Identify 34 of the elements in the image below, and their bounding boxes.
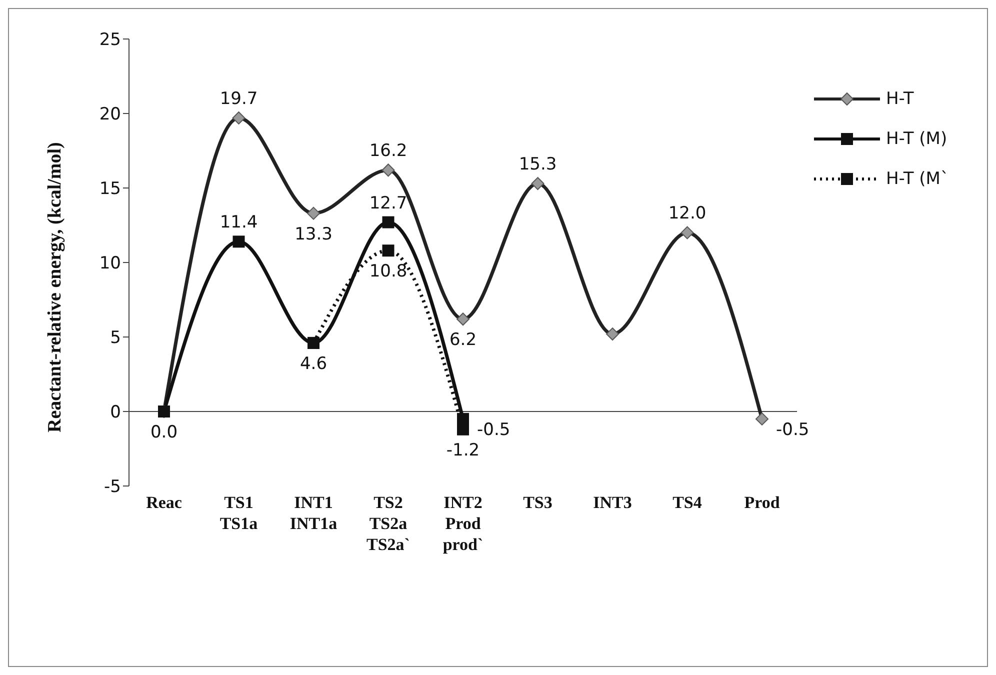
data-label: 10.8 (369, 262, 408, 282)
y-tick-label: 5 (110, 328, 121, 348)
y-tick-label: 25 (99, 30, 121, 50)
data-label: 16.2 (369, 141, 408, 162)
x-tick-label: INT3 (593, 493, 632, 512)
data-label: 15.3 (518, 154, 557, 175)
y-tick-label: 15 (99, 179, 121, 200)
y-axis-title: Reactant-relative energy, (kcal/mol) (44, 142, 66, 432)
data-label: 12.0 (668, 204, 706, 224)
y-tick-label: 10 (99, 254, 121, 274)
x-tick-label: Prod (744, 493, 780, 512)
data-label: 6.2 (449, 330, 477, 350)
data-label: 11.4 (220, 212, 258, 233)
data-label: -1.2 (446, 440, 480, 460)
data-label: 13.3 (294, 224, 332, 244)
data-label: 12.7 (369, 193, 408, 214)
x-tick-label: TS2 TS2a TS2a` (366, 493, 410, 554)
data-label: 19.7 (220, 88, 258, 109)
data-label: -0.5 (776, 420, 810, 440)
y-tick-label: 0 (110, 402, 121, 423)
legend-label: H-T (M` (886, 169, 949, 189)
legend-label: H-T (886, 89, 914, 109)
x-tick-label: TS3 (523, 493, 552, 512)
x-tick-label: TS1 TS1a (220, 493, 258, 533)
x-tick-label: Reac (146, 493, 182, 512)
data-label: 4.6 (300, 354, 328, 374)
y-tick-label: 20 (99, 104, 121, 125)
x-tick-label: INT2 Prod prod` (442, 493, 484, 554)
legend-label: H-T (M) (886, 129, 948, 149)
x-tick-label: INT1 INT1a (290, 493, 338, 533)
data-label: -0.5 (477, 420, 510, 440)
data-label: 0.0 (150, 422, 178, 442)
x-tick-label: TS4 (672, 493, 702, 512)
y-tick-label: -5 (104, 477, 121, 498)
